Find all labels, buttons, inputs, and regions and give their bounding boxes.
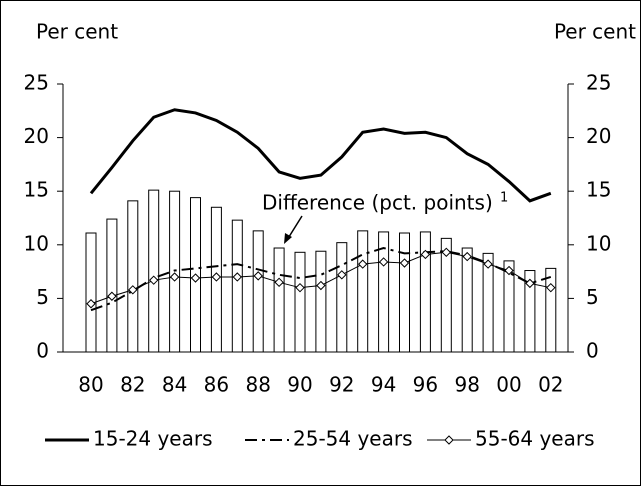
y-tick-label: 10 [24, 231, 49, 255]
x-tick-label: 00 [496, 373, 521, 397]
x-tick-label: 94 [371, 373, 396, 397]
bar [482, 252, 494, 353]
y-axis-label-right: Per cent [554, 20, 636, 44]
marker [357, 259, 368, 269]
legend-label: 25-54 years [293, 427, 413, 451]
bar [169, 190, 181, 353]
x-tick-label: 80 [78, 373, 103, 397]
marker [441, 247, 452, 258]
bar [315, 250, 327, 353]
x-tick-label: 82 [120, 373, 145, 397]
x-tick-label: 84 [162, 373, 187, 397]
marker [253, 271, 263, 281]
y2-tick-label: 0 [586, 339, 599, 363]
marker [295, 282, 305, 293]
legend-marker [444, 435, 454, 445]
marker [169, 272, 180, 282]
x-tick-label: 86 [204, 373, 229, 397]
marker [211, 272, 222, 282]
marker [483, 259, 493, 269]
marker [190, 273, 201, 283]
y-tick-label: 15 [24, 178, 49, 202]
bar [273, 247, 285, 353]
bar [524, 270, 536, 353]
marker [337, 270, 347, 280]
line [90, 246, 552, 312]
x-tick-label: 88 [245, 373, 270, 397]
bar [419, 231, 431, 353]
bar [461, 247, 473, 353]
arrow-head [284, 233, 292, 244]
x-tick-label: 98 [454, 373, 479, 397]
y-tick-label: 20 [24, 124, 49, 148]
marker [86, 299, 96, 309]
marker [316, 280, 326, 291]
bar [127, 200, 139, 353]
marker [420, 249, 431, 260]
marker [546, 282, 556, 293]
x-tick-label: 96 [413, 373, 438, 397]
bar [503, 260, 515, 353]
marker [462, 251, 472, 262]
x-tick-label: 90 [287, 373, 312, 397]
bar [545, 267, 557, 353]
annotation-note: 1 [500, 191, 508, 206]
marker [232, 272, 243, 282]
y2-tick-label: 20 [586, 124, 611, 148]
bar [399, 232, 410, 353]
bar [252, 230, 264, 353]
bar [336, 242, 348, 353]
y-axis-label-left: Per cent [36, 20, 118, 44]
annotation: Difference (pct. points) [262, 191, 493, 215]
bar [106, 218, 118, 353]
marker [525, 278, 535, 289]
bar [440, 237, 452, 353]
bar [357, 230, 369, 353]
legend-label: 15-24 years [93, 427, 213, 451]
marker [274, 277, 284, 288]
y2-tick-label: 15 [586, 178, 611, 202]
bar [148, 189, 160, 353]
marker [378, 257, 389, 267]
marker [399, 258, 410, 268]
x-tick-label: 92 [329, 373, 354, 397]
y-tick-label: 0 [36, 339, 49, 363]
y-tick-label: 5 [36, 285, 49, 309]
y2-tick-label: 10 [586, 231, 611, 255]
y2-tick-label: 5 [586, 285, 599, 309]
y-tick-label: 25 [24, 71, 49, 95]
x-tick-label: 02 [538, 373, 563, 397]
bar [378, 231, 390, 353]
marker [107, 291, 117, 301]
bar [231, 219, 243, 353]
bar [294, 251, 306, 353]
marker [128, 285, 138, 295]
y2-tick-label: 25 [586, 71, 611, 95]
marker [148, 275, 159, 285]
legend-label: 55-64 years [475, 427, 595, 451]
line [89, 108, 552, 203]
marker [504, 265, 514, 276]
bar [85, 232, 97, 353]
